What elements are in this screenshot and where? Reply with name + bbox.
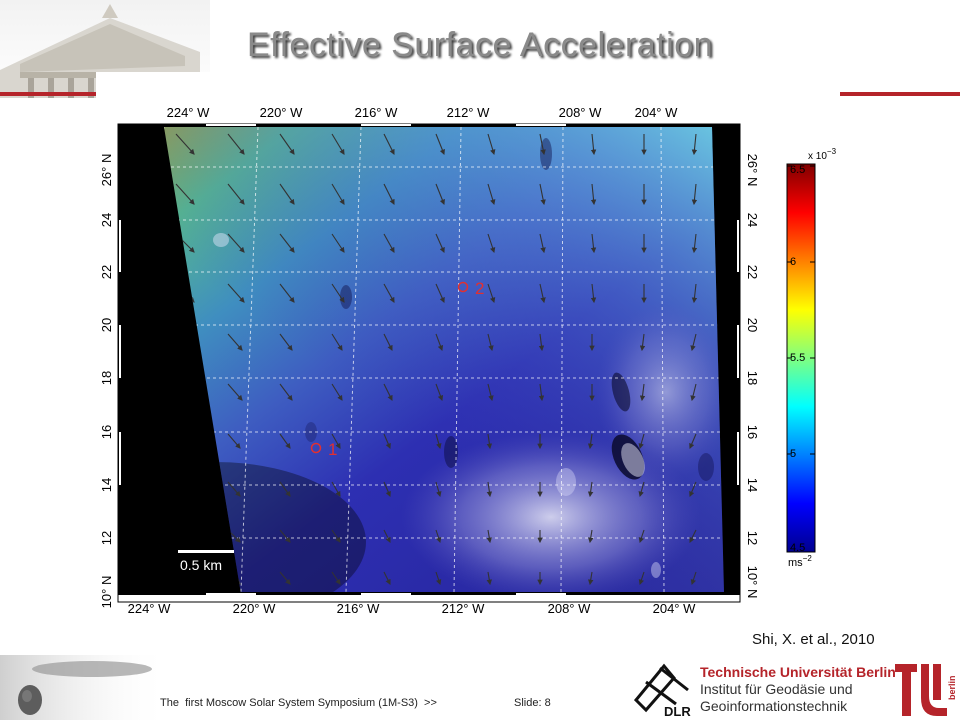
lon-tick-bottom: 212° W [442, 601, 486, 616]
lon-tick-top: 212° W [447, 105, 491, 120]
slide-number: Slide: 8 [514, 697, 551, 709]
lat-tick-right: 14 [745, 478, 760, 492]
lat-tick-right: 26° N [745, 154, 760, 187]
lon-tick-bottom: 216° W [337, 601, 381, 616]
site-marker-2: 2 [457, 279, 484, 298]
lat-tick-left: 20 [99, 318, 114, 332]
lon-tick-top: 220° W [260, 105, 304, 120]
dlr-logo: DLR [633, 663, 691, 718]
lat-tick-right: 16 [745, 425, 760, 439]
colorbar: 6.5 6 5.5 5 4.5 x 10−3 ms−2 [786, 147, 837, 569]
colorbar-tick: 5 [790, 448, 796, 460]
site-marker-1: 1 [310, 440, 337, 459]
colorbar-tick: 6 [790, 256, 796, 268]
lon-tick-top: 204° W [635, 105, 679, 120]
lat-tick-left: 26° N [99, 154, 114, 187]
colorbar-tick: 6.5 [790, 164, 805, 176]
department-line-2: Geoinformationstechnik [700, 698, 848, 714]
lat-tick-left: 16 [99, 425, 114, 439]
lat-tick-left: 18 [99, 371, 114, 385]
lat-tick-left: 14 [99, 478, 114, 492]
slide-title: Effective Surface Acceleration [246, 26, 714, 64]
lat-tick-right: 24 [745, 213, 760, 227]
lon-tick-bottom: 220° W [233, 601, 277, 616]
lon-tick-top: 224° W [167, 105, 211, 120]
map-image [164, 127, 724, 594]
colorbar-exponent: x 10−3 [808, 147, 837, 162]
department-line-1: Institut für Geodäsie und [700, 681, 853, 697]
institution-name: Technische Universität Berlin [700, 664, 896, 680]
site-label-1: 1 [328, 440, 337, 459]
lon-tick-bottom: 224° W [128, 601, 172, 616]
asteroid-image [0, 655, 170, 720]
lat-tick-right: 20 [745, 318, 760, 332]
lat-tick-left: 24 [99, 213, 114, 227]
tu-berlin-text: berlin [947, 675, 957, 700]
colorbar-tick: 5.5 [790, 352, 805, 364]
lat-tick-left: 22 [99, 265, 114, 279]
lon-tick-bottom: 204° W [653, 601, 697, 616]
citation: Shi, X. et al., 2010 [752, 631, 875, 648]
lat-tick-left: 12 [99, 531, 114, 545]
colorbar-unit: ms−2 [788, 554, 812, 569]
lat-tick-right: 12 [745, 531, 760, 545]
scale-bar: 0.5 km [178, 550, 234, 573]
colorbar-tick: 4.5 [790, 542, 805, 554]
footer-conference: The first Moscow Solar System Symposium … [160, 697, 437, 709]
lat-tick-right: 18 [745, 371, 760, 385]
lat-tick-right: 22 [745, 265, 760, 279]
dlr-text: DLR [664, 704, 691, 718]
lon-tick-top: 216° W [355, 105, 399, 120]
lat-tick-right: 10° N [745, 566, 760, 599]
tu-berlin-logo: berlin [895, 664, 957, 716]
institution-block: Technische Universität Berlin Institut f… [700, 664, 896, 715]
acceleration-map-figure: 224° W 220° W 216° W 212° W 208° W 204° … [99, 105, 837, 616]
lon-tick-top: 208° W [559, 105, 603, 120]
lat-tick-left: 10° N [99, 576, 114, 609]
lon-tick-bottom: 208° W [548, 601, 592, 616]
scale-bar-label: 0.5 km [180, 557, 222, 573]
site-label-2: 2 [475, 279, 484, 298]
